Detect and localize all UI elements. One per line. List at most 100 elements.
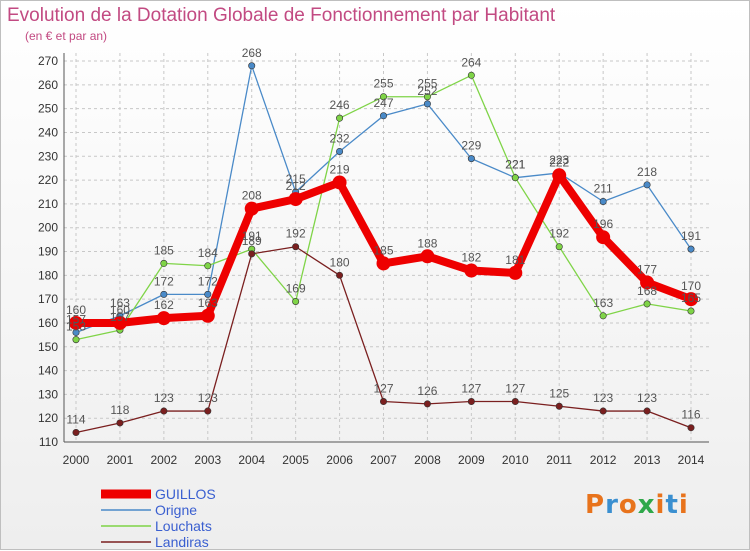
data-point-louchats [643, 300, 651, 308]
data-point-landiras [643, 407, 651, 415]
data-label-landiras: 125 [549, 386, 569, 400]
data-label-landiras: 123 [154, 391, 174, 405]
data-label-louchats: 168 [637, 284, 657, 298]
logo-letter: P [585, 490, 606, 520]
y-tick-label: 180 [38, 268, 58, 282]
data-label-landiras: 123 [198, 391, 218, 405]
data-label-louchats: 153 [66, 320, 86, 334]
data-label-origne: 191 [681, 229, 701, 243]
logo-letter: r [605, 490, 619, 520]
data-label-guillos: 162 [154, 298, 174, 312]
data-label-origne: 252 [417, 84, 437, 98]
data-point-guillos [288, 192, 303, 207]
y-tick-label: 190 [38, 245, 58, 259]
data-label-guillos: 185 [373, 243, 393, 257]
x-axis: 2000 2001 2002 2003 2004 2005 2006 2007 2008 2009… [63, 441, 709, 467]
chart-subtitle: (en € et par an) [25, 29, 108, 43]
y-tick-label: 140 [38, 364, 58, 378]
data-label-origne: 268 [242, 46, 262, 60]
y-tick-label: 160 [38, 316, 58, 330]
data-point-origne [643, 181, 651, 189]
x-tick-label: 2003 [194, 453, 221, 467]
data-point-origne [336, 147, 344, 155]
data-label-guillos: 182 [461, 251, 481, 265]
x-tick-label: 2002 [151, 453, 178, 467]
y-axis: 110 120 130 140 150 160 170 180 190 200 210 220 230 2… [38, 53, 65, 449]
data-label-guillos: 196 [593, 217, 613, 231]
data-label-landiras: 127 [461, 382, 481, 396]
data-label-landiras: 192 [286, 227, 306, 241]
y-tick-label: 220 [38, 173, 58, 187]
data-point-landiras [248, 250, 256, 258]
x-tick-label: 2014 [678, 453, 705, 467]
data-label-origne: 229 [461, 139, 481, 153]
data-label-louchats: 165 [681, 291, 701, 305]
data-label-louchats: 255 [417, 77, 437, 91]
data-label-origne: 223 [549, 153, 569, 167]
data-label-louchats: 191 [242, 229, 262, 243]
data-point-louchats [379, 93, 387, 101]
data-point-landiras [599, 407, 607, 415]
data-point-louchats [160, 259, 168, 267]
data-point-guillos [684, 292, 698, 307]
data-label-landiras: 123 [637, 391, 657, 405]
data-point-guillos [244, 201, 259, 216]
data-point-guillos [464, 263, 479, 278]
y-tick-label: 130 [38, 387, 58, 401]
legend-label-landiras: Landiras [155, 534, 209, 550]
data-point-guillos [200, 308, 215, 323]
logo-letter: o [618, 490, 638, 520]
data-label-louchats: 185 [154, 243, 174, 257]
proxiti-logo: Proxiti [585, 490, 689, 520]
y-tick-label: 200 [38, 221, 58, 235]
data-point-guillos [552, 168, 567, 183]
data-point-landiras [467, 398, 475, 406]
data-label-landiras: 123 [593, 391, 613, 405]
data-point-louchats [687, 307, 695, 315]
data-label-louchats: 157 [110, 310, 130, 324]
data-label-landiras: 127 [505, 382, 525, 396]
y-tick-label: 120 [38, 411, 58, 425]
data-label-origne: 163 [110, 296, 130, 310]
legend-label-louchats: Louchats [155, 518, 212, 534]
x-tick-label: 2012 [590, 453, 617, 467]
data-point-landiras [336, 271, 344, 279]
data-point-landiras [379, 398, 387, 406]
data-label-origne: 211 [594, 181, 613, 195]
data-point-guillos [640, 275, 655, 290]
data-point-guillos [69, 315, 83, 330]
data-point-landiras [160, 407, 168, 415]
data-point-guillos [420, 249, 435, 264]
y-tick-label: 240 [38, 125, 58, 139]
x-tick-label: 2006 [326, 453, 353, 467]
data-label-origne: 232 [330, 131, 350, 145]
data-point-landiras [687, 424, 695, 432]
data-label-landiras: 116 [681, 408, 700, 422]
data-label-guillos: 170 [681, 279, 701, 293]
data-label-origne: 157 [66, 312, 86, 326]
y-tick-label: 150 [38, 340, 58, 354]
legend-label-guillos: GUILLOS [155, 486, 216, 502]
y-tick-label: 270 [38, 54, 58, 68]
data-label-landiras: 114 [66, 412, 85, 426]
data-label-guillos: 212 [286, 179, 306, 193]
data-label-louchats: 192 [549, 227, 569, 241]
data-label-origne: 247 [373, 96, 393, 110]
data-label-landiras: 127 [373, 382, 393, 396]
data-label-louchats: 163 [593, 296, 613, 310]
data-point-origne [599, 197, 607, 205]
x-tick-label: 2001 [107, 453, 134, 467]
x-tick-label: 2009 [458, 453, 485, 467]
data-label-guillos: 160 [66, 303, 86, 317]
data-point-origne [467, 155, 475, 163]
data-point-guillos [376, 256, 391, 271]
data-point-louchats [467, 71, 475, 79]
data-point-louchats [511, 174, 519, 182]
y-tick-label: 110 [39, 435, 58, 449]
data-point-landiras [511, 398, 519, 406]
data-point-origne [379, 112, 387, 120]
series-group [69, 62, 698, 436]
data-label-origne: 215 [286, 172, 306, 186]
